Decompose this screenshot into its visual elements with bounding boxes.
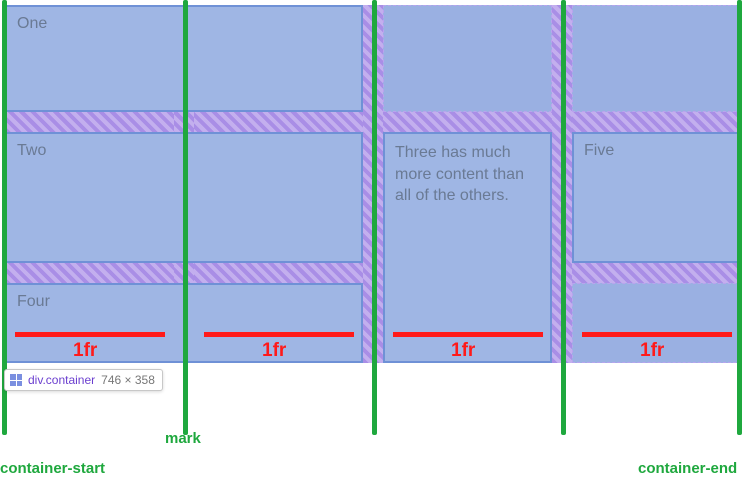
vline-container-end — [737, 0, 742, 435]
cell-label: Four — [17, 293, 50, 310]
element-tooltip: div.container 746 × 358 — [4, 369, 163, 391]
cell-five: Five — [572, 132, 741, 263]
fr-label-3: 1fr — [451, 340, 475, 362]
fr-bar-3 — [393, 332, 543, 337]
cell-label: One — [17, 15, 47, 32]
fr-bar-2 — [204, 332, 354, 337]
fr-label-1: 1fr — [73, 340, 97, 362]
fr-bar-1 — [15, 332, 165, 337]
tooltip-selector: div.container — [28, 373, 95, 387]
empty-cell-r0c2 — [383, 5, 552, 112]
cell-three: Three has much more content than all of … — [383, 132, 552, 363]
vlabel-mark: mark — [165, 430, 201, 447]
grid-icon — [10, 374, 22, 386]
fr-label-2: 1fr — [262, 340, 286, 362]
cell-label: Three has much more content than all of … — [395, 144, 524, 204]
tooltip-dimensions: 746 × 358 — [101, 373, 155, 387]
cell-label: Two — [17, 142, 46, 159]
vlabel-container-start: container-start — [0, 460, 105, 477]
vline-col3 — [372, 0, 377, 435]
vline-mark — [183, 0, 188, 435]
vlabel-container-end: container-end — [638, 460, 737, 477]
empty-cell-r0c3 — [572, 5, 741, 112]
vline-col4 — [561, 0, 566, 435]
fr-label-4: 1fr — [640, 340, 664, 362]
cell-label: Five — [584, 142, 614, 159]
fr-bar-4 — [582, 332, 732, 337]
